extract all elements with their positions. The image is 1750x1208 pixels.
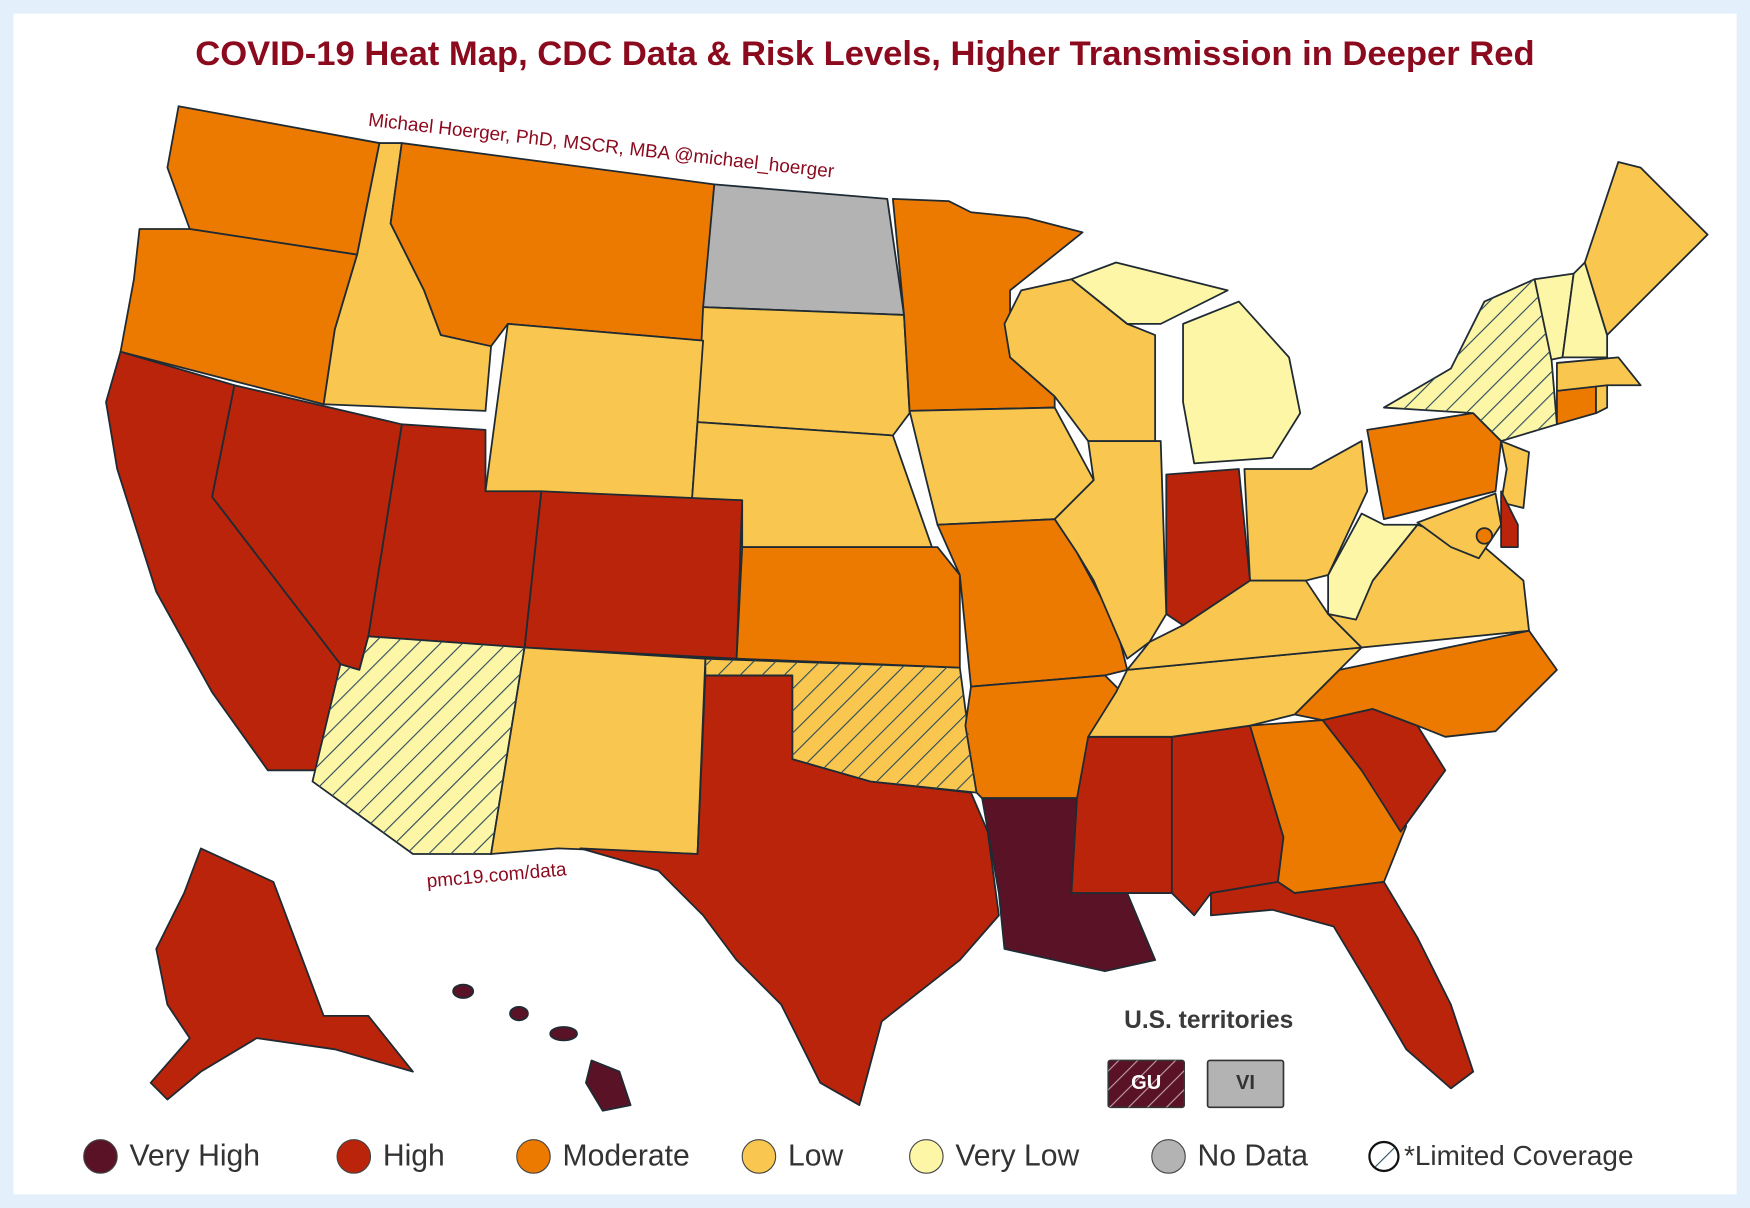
state	[1243, 440, 1369, 582]
state	[149, 847, 414, 1101]
state	[1327, 512, 1419, 621]
state	[1182, 300, 1302, 465]
limited-coverage-hatch	[705, 658, 977, 793]
legend-swatch	[1151, 1139, 1186, 1174]
limited-coverage-hatch	[312, 636, 525, 854]
legend-label: Very Low	[955, 1140, 1079, 1173]
state	[1500, 490, 1519, 548]
state	[549, 1026, 578, 1042]
state	[1070, 261, 1229, 325]
state	[1583, 161, 1709, 336]
legend-swatch-hatch	[1370, 1143, 1398, 1170]
state	[1500, 440, 1530, 509]
map-title: COVID-19 Heat Map, CDC Data & Risk Level…	[195, 35, 1534, 73]
state	[509, 1006, 529, 1022]
legend-label: Very High	[129, 1140, 260, 1173]
state	[696, 306, 911, 437]
limited-coverage-hatch	[1383, 279, 1557, 442]
states	[105, 105, 1709, 1112]
state	[1053, 440, 1168, 660]
territory-label: GU	[1131, 1072, 1161, 1094]
state	[1556, 356, 1642, 392]
legend-swatch	[909, 1139, 944, 1174]
state	[702, 183, 905, 316]
state	[523, 490, 744, 660]
state	[490, 646, 707, 855]
state	[105, 350, 342, 772]
legend-swatch	[516, 1139, 551, 1174]
legend-label: No Data	[1198, 1140, 1309, 1173]
territory-box	[1206, 1059, 1285, 1109]
state	[452, 983, 475, 999]
legend-label: High	[383, 1140, 445, 1173]
legend-swatch	[83, 1139, 118, 1174]
territory-label: VI	[1236, 1072, 1255, 1094]
legend-swatch	[336, 1139, 372, 1174]
legend-label: *Limited Coverage	[1404, 1140, 1633, 1171]
legend-label: Low	[788, 1140, 844, 1173]
state	[484, 322, 705, 502]
legend-label: Moderate	[562, 1140, 689, 1173]
territory-hatch	[1108, 1060, 1185, 1108]
state	[1210, 881, 1475, 1090]
state	[1366, 412, 1503, 521]
legend: Very High High Moderate Low Very Low No Data *…	[83, 1139, 1633, 1174]
state	[585, 1059, 632, 1112]
state	[1561, 261, 1609, 359]
state	[1293, 629, 1558, 738]
territories-title: U.S. territories	[1124, 1007, 1293, 1034]
territories: GU VI	[1107, 1059, 1285, 1109]
legend-swatch	[741, 1139, 777, 1174]
state	[735, 546, 961, 669]
state	[1475, 527, 1494, 545]
state	[1595, 384, 1609, 415]
state	[1070, 735, 1173, 894]
